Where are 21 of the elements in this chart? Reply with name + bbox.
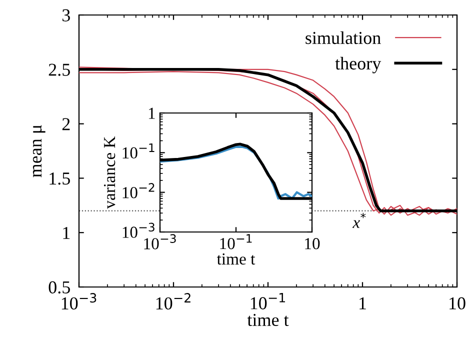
y-tick-label: 3 (62, 9, 70, 22)
legend-label: simulation (306, 31, 381, 44)
y-tick-label: 10$^{−2}$ (122, 183, 154, 198)
y-axis-title: variance K (104, 136, 116, 209)
y-tick-label: 1.5 (50, 172, 70, 185)
y-tick-label: 2 (62, 118, 70, 130)
x-tick-label: 10$^{−1}$ (250, 293, 286, 310)
x-tick-label: 10 (305, 238, 320, 250)
x-tick-label: 10$^{−1}$ (220, 234, 252, 250)
legend-label: theory (335, 56, 382, 74)
y-tick-label: 0.5 (48, 281, 70, 294)
y-tick-label: 1 (148, 108, 155, 119)
annotation: x$^{*}$ (352, 212, 366, 228)
y-axis-title: mean μ (32, 125, 46, 178)
y-tick-label: 10$^{−1}$ (122, 143, 154, 159)
x-tick-label: 10$^{−2}$ (156, 293, 190, 310)
y-tick-label: 2.5 (48, 64, 70, 76)
x-axis-title: time t (247, 314, 289, 326)
x-tick-label: 1 (360, 297, 366, 310)
x-tick-label: 10 (450, 297, 466, 310)
x-axis-title: time t (216, 253, 256, 265)
